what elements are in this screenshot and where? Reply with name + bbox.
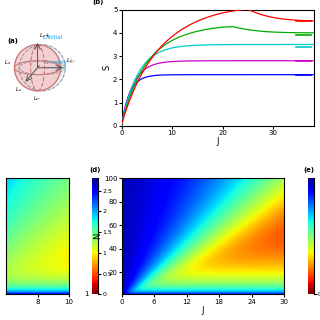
Text: 1: 1 [84, 292, 89, 297]
Text: Initial: Initial [48, 35, 63, 40]
X-axis label: J: J [202, 306, 204, 315]
Text: Tunneling: Tunneling [43, 60, 66, 65]
Text: (d): (d) [89, 167, 100, 173]
Text: (e): (e) [303, 167, 314, 173]
Text: (a): (a) [8, 38, 19, 44]
Text: $L_t$: $L_t$ [42, 33, 49, 42]
Y-axis label: N: N [93, 233, 102, 239]
Text: $L_z$+: $L_z$+ [39, 31, 50, 40]
Text: $L_y$: $L_y$ [66, 56, 73, 67]
Text: $L_x$: $L_x$ [4, 58, 11, 67]
Text: $L_x$: $L_x$ [15, 85, 22, 94]
Text: $L_y$: $L_y$ [69, 56, 76, 67]
Y-axis label: S: S [102, 65, 111, 70]
Text: (b): (b) [93, 0, 104, 5]
Circle shape [19, 45, 65, 91]
X-axis label: J: J [216, 137, 219, 147]
Circle shape [14, 45, 60, 91]
Text: $L_z$-: $L_z$- [34, 94, 42, 103]
